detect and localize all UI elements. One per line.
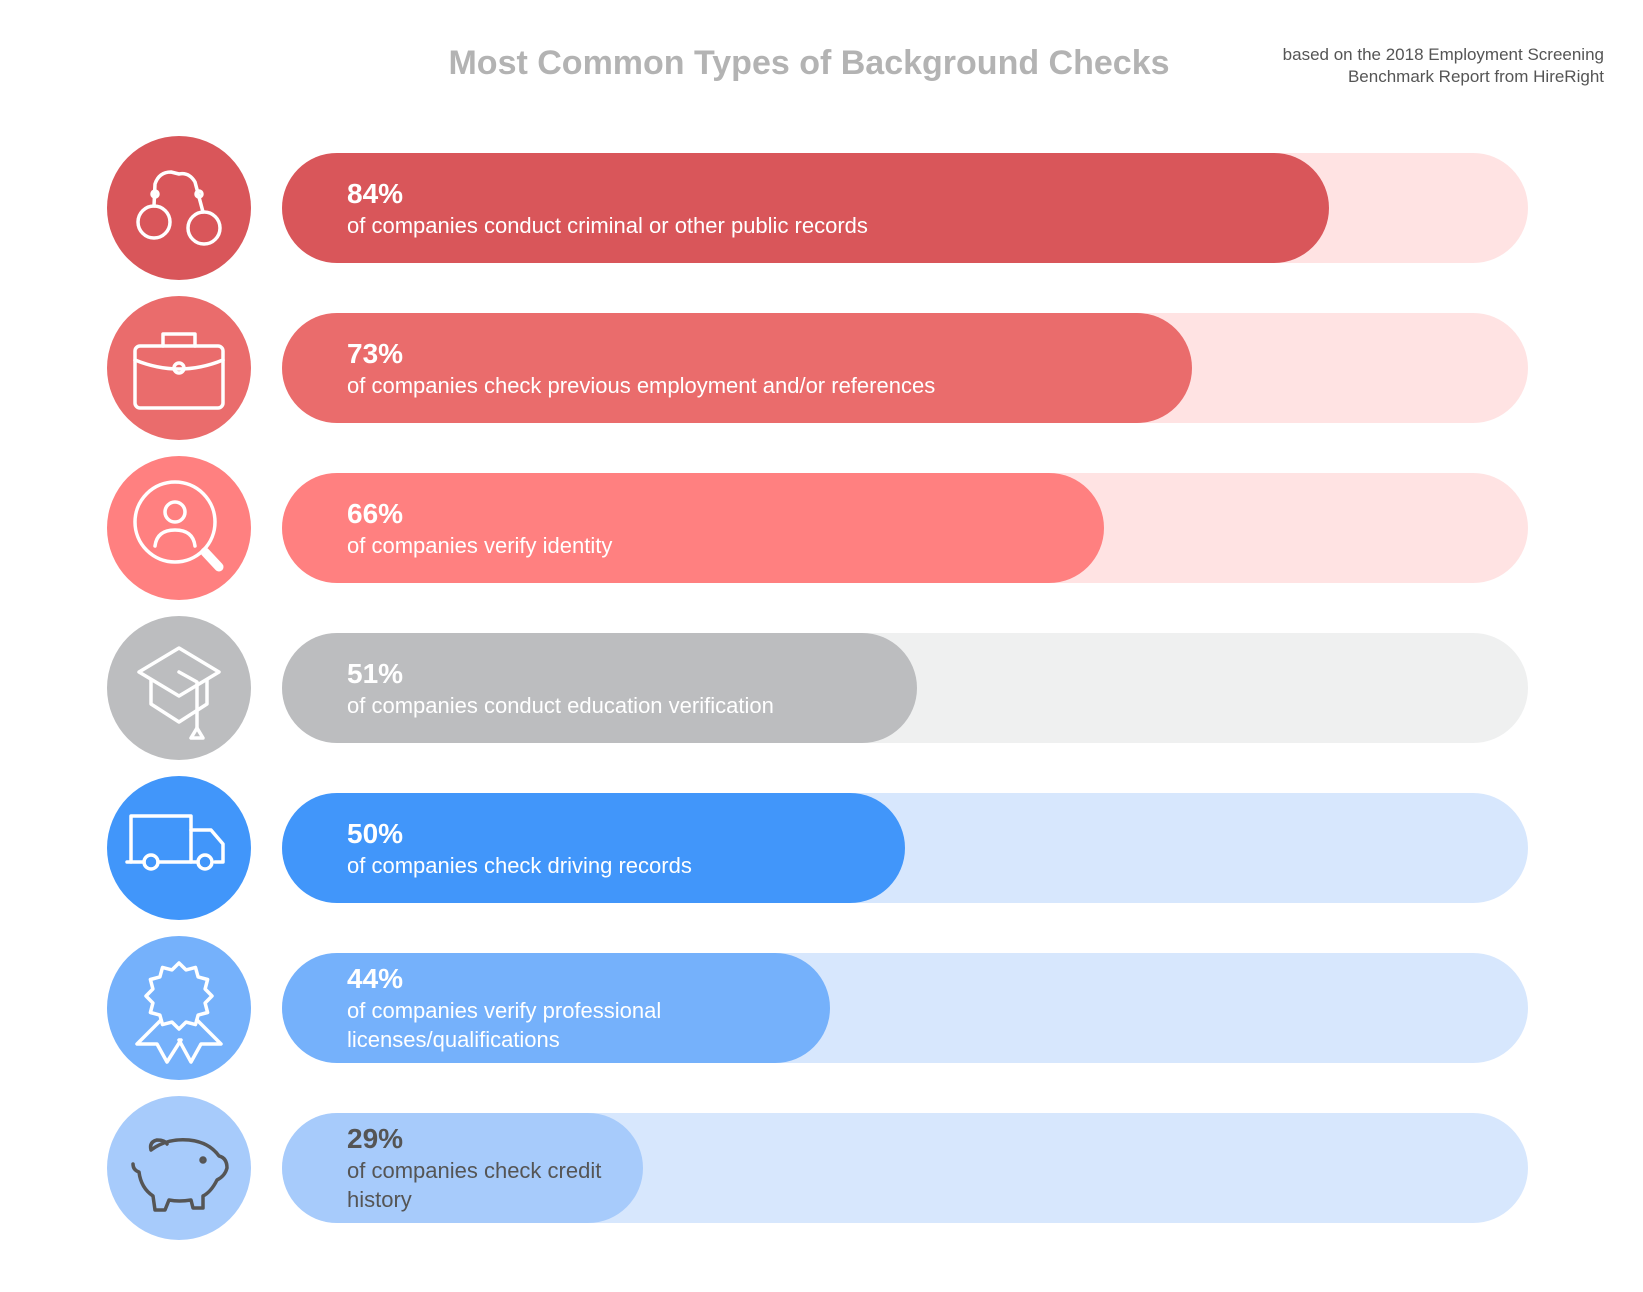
bar [282, 953, 831, 1063]
bar [282, 633, 918, 743]
category-label: of companies verify professional license… [347, 998, 662, 1052]
bar [282, 1113, 644, 1223]
bar-track: 73% of companies check previous employmen… [282, 313, 1528, 423]
bar-label: 66% of companies verify identity [347, 473, 612, 583]
category-label: of companies conduct criminal or other p… [347, 212, 868, 238]
chart-subtitle: based on the 2018 Employment Screening B… [1282, 45, 1604, 86]
icon [107, 1096, 251, 1240]
value-label: 50% [347, 817, 404, 849]
bar-label: 84% of companies conduct criminal or othe… [347, 153, 868, 263]
icon [107, 456, 251, 600]
bar [282, 793, 905, 903]
bar-track: 66% of companies verify identity [282, 473, 1528, 583]
bar-label: 44% of companies verify professional lice… [347, 953, 835, 1063]
bar [282, 313, 1192, 423]
category-label: of companies check previous employment a… [347, 372, 936, 398]
category-label: of companies check credit history [347, 1158, 602, 1212]
chart-title: Most Common Types of Background Checks [448, 44, 1170, 82]
category-label: of companies conduct education verificat… [347, 692, 774, 718]
bar-track: 44% of companies verify professional lice… [282, 953, 1528, 1063]
bar-label: 29% of companies check credit history [347, 1113, 648, 1223]
icon [107, 776, 251, 920]
category-label: of companies verify identity [347, 532, 613, 558]
value-label: 84% [347, 177, 404, 209]
bar-label: 50% of companies check driving records [347, 793, 692, 903]
value-label: 51% [347, 657, 404, 689]
bar [282, 473, 1105, 583]
icon [107, 616, 251, 760]
bar-track: 29% of companies check credit history [282, 1113, 1528, 1223]
value-label: 44% [347, 963, 404, 994]
value-label: 29% [347, 1123, 404, 1154]
bar-label: 51% of companies conduct education verifi… [347, 633, 774, 743]
bar [282, 153, 1329, 263]
icon [107, 136, 251, 280]
value-label: 73% [347, 337, 404, 369]
bar-label: 73% of companies check previous employmen… [347, 313, 935, 423]
bar-track: 51% of companies conduct education verifi… [282, 633, 1528, 743]
bar-track: 84% of companies conduct criminal or othe… [282, 153, 1528, 263]
value-label: 66% [347, 497, 404, 529]
icon [107, 936, 251, 1080]
bar-track: 50% of companies check driving records [282, 793, 1528, 903]
category-label: of companies check driving records [347, 852, 692, 878]
icon [107, 296, 251, 440]
